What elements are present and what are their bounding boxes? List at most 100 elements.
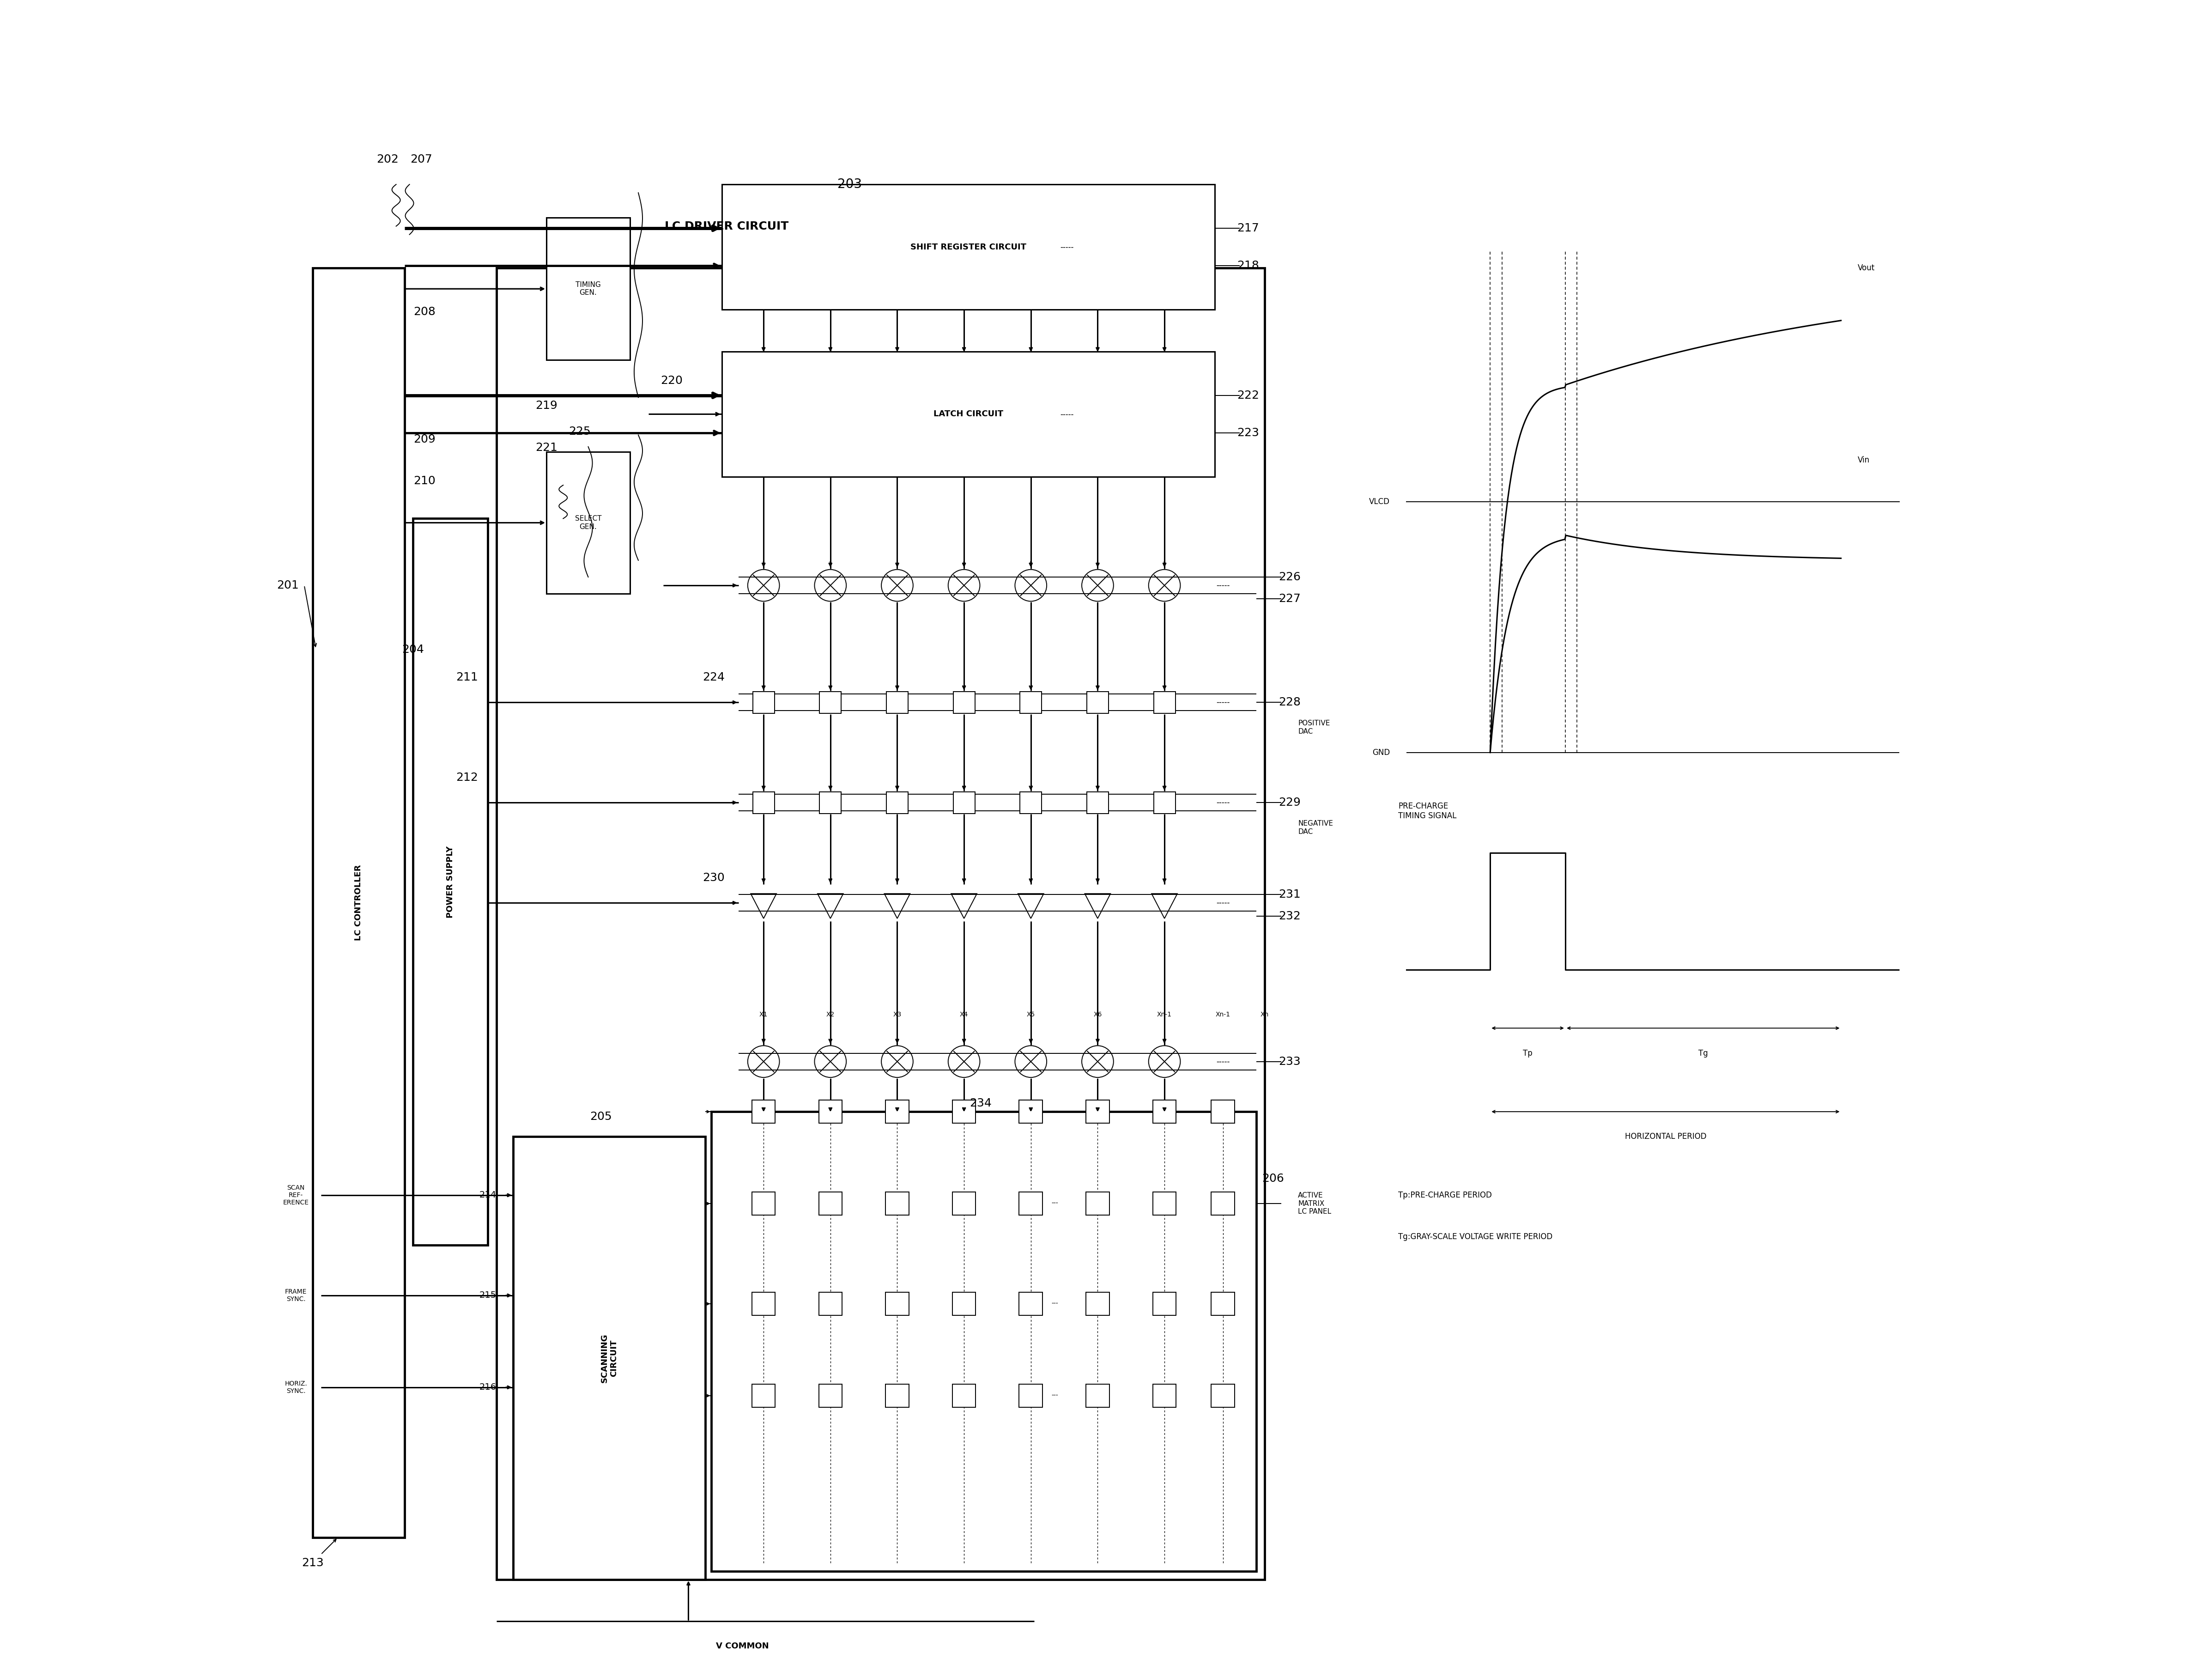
Bar <box>1020 793 1042 814</box>
Text: 230: 230 <box>703 873 726 883</box>
Bar <box>818 1100 843 1124</box>
Text: 233: 233 <box>1279 1057 1301 1067</box>
Bar <box>752 1292 774 1316</box>
Bar <box>1212 1100 1234 1124</box>
Text: V COMMON: V COMMON <box>717 1642 770 1650</box>
Text: 229: 229 <box>1279 798 1301 808</box>
Text: NEGATIVE
DAC: NEGATIVE DAC <box>1298 821 1334 834</box>
Text: X2: X2 <box>827 1012 834 1018</box>
Text: SCAN
REF-
ERENCE: SCAN REF- ERENCE <box>283 1184 310 1206</box>
Bar <box>495 268 1265 1580</box>
Bar <box>818 692 841 714</box>
Text: GND: GND <box>1371 749 1389 757</box>
Bar <box>1020 692 1042 714</box>
Text: -----: ----- <box>1217 582 1230 590</box>
Bar <box>752 793 774 814</box>
Bar <box>887 692 909 714</box>
Bar <box>953 1384 975 1408</box>
Text: ---: --- <box>1051 1109 1057 1115</box>
Text: 228: 228 <box>1279 697 1301 707</box>
Bar <box>885 1292 909 1316</box>
Bar <box>546 217 630 359</box>
Bar <box>1152 1292 1177 1316</box>
Bar <box>953 793 975 814</box>
Bar <box>1020 1384 1042 1408</box>
Text: 212: 212 <box>456 772 478 782</box>
Bar <box>1155 692 1175 714</box>
Text: 226: 226 <box>1279 572 1301 582</box>
Text: 232: 232 <box>1279 911 1301 921</box>
Bar <box>818 1292 843 1316</box>
Text: 215: 215 <box>480 1291 495 1299</box>
Text: 224: 224 <box>703 672 726 682</box>
Text: Xn-1: Xn-1 <box>1217 1012 1230 1018</box>
Bar <box>818 1384 843 1408</box>
Bar <box>953 1100 975 1124</box>
Text: Tg:GRAY-SCALE VOLTAGE WRITE PERIOD: Tg:GRAY-SCALE VOLTAGE WRITE PERIOD <box>1398 1232 1553 1241</box>
Text: ACTIVE
MATRIX
LC PANEL: ACTIVE MATRIX LC PANEL <box>1298 1192 1332 1216</box>
Text: Tg: Tg <box>1699 1048 1708 1057</box>
Bar <box>1086 1384 1110 1408</box>
Bar <box>818 1192 843 1216</box>
Bar <box>513 1137 706 1580</box>
Text: POSITIVE
DAC: POSITIVE DAC <box>1298 721 1329 736</box>
Bar <box>1020 1292 1042 1316</box>
Text: -----: ----- <box>1217 699 1230 707</box>
Text: X3: X3 <box>894 1012 902 1018</box>
Text: 220: 220 <box>661 375 684 386</box>
Bar <box>1152 1192 1177 1216</box>
Text: 208: 208 <box>414 306 436 318</box>
Bar <box>1086 1192 1110 1216</box>
Bar <box>1086 1100 1110 1124</box>
Text: FRAME
SYNC.: FRAME SYNC. <box>285 1289 307 1302</box>
Text: ---: --- <box>1051 1200 1057 1207</box>
Text: X1: X1 <box>759 1012 768 1018</box>
Bar <box>1020 1100 1042 1124</box>
Bar <box>885 1100 909 1124</box>
Text: HORIZONTAL PERIOD: HORIZONTAL PERIOD <box>1626 1132 1705 1140</box>
Bar <box>1212 1292 1234 1316</box>
Text: 225: 225 <box>568 426 591 438</box>
Bar <box>414 518 489 1246</box>
Text: 234: 234 <box>969 1099 991 1109</box>
Text: -----: ----- <box>1217 898 1230 906</box>
Text: 201: 201 <box>276 580 299 590</box>
Bar <box>1152 1100 1177 1124</box>
Bar <box>546 451 630 594</box>
Text: 202: 202 <box>376 154 398 166</box>
Bar <box>312 268 405 1538</box>
Text: PRE-CHARGE
TIMING SIGNAL: PRE-CHARGE TIMING SIGNAL <box>1398 803 1458 819</box>
Text: Vout: Vout <box>1858 264 1876 273</box>
Text: -----: ----- <box>1060 410 1073 418</box>
Text: 211: 211 <box>456 672 478 682</box>
Bar <box>752 692 774 714</box>
Text: 223: 223 <box>1237 428 1259 438</box>
Bar <box>712 1112 1256 1572</box>
Text: 219: 219 <box>535 400 557 411</box>
Text: -----: ----- <box>1060 242 1073 251</box>
Text: Xn-1: Xn-1 <box>1157 1012 1172 1018</box>
Text: SELECT
GEN.: SELECT GEN. <box>575 515 602 530</box>
Text: SHIFT REGISTER CIRCUIT: SHIFT REGISTER CIRCUIT <box>909 242 1026 251</box>
Bar <box>1155 793 1175 814</box>
Text: 222: 222 <box>1237 390 1259 401</box>
Bar <box>953 1292 975 1316</box>
Text: 216: 216 <box>480 1383 495 1391</box>
Text: 218: 218 <box>1237 261 1259 271</box>
Text: HORIZ.
SYNC.: HORIZ. SYNC. <box>285 1381 307 1394</box>
Text: Xn: Xn <box>1261 1012 1270 1018</box>
Text: TIMING
GEN.: TIMING GEN. <box>575 281 602 296</box>
Bar <box>818 793 841 814</box>
Bar <box>752 1192 774 1216</box>
Text: -----: ----- <box>1217 1057 1230 1065</box>
Text: POWER SUPPLY: POWER SUPPLY <box>447 846 453 918</box>
Bar <box>1212 1192 1234 1216</box>
Text: X4: X4 <box>960 1012 969 1018</box>
Text: 231: 231 <box>1279 890 1301 900</box>
Bar <box>1086 793 1108 814</box>
Text: Tp: Tp <box>1522 1048 1533 1057</box>
Text: 207: 207 <box>409 154 431 166</box>
Bar <box>887 793 909 814</box>
Text: 203: 203 <box>838 177 863 191</box>
Bar <box>1212 1384 1234 1408</box>
